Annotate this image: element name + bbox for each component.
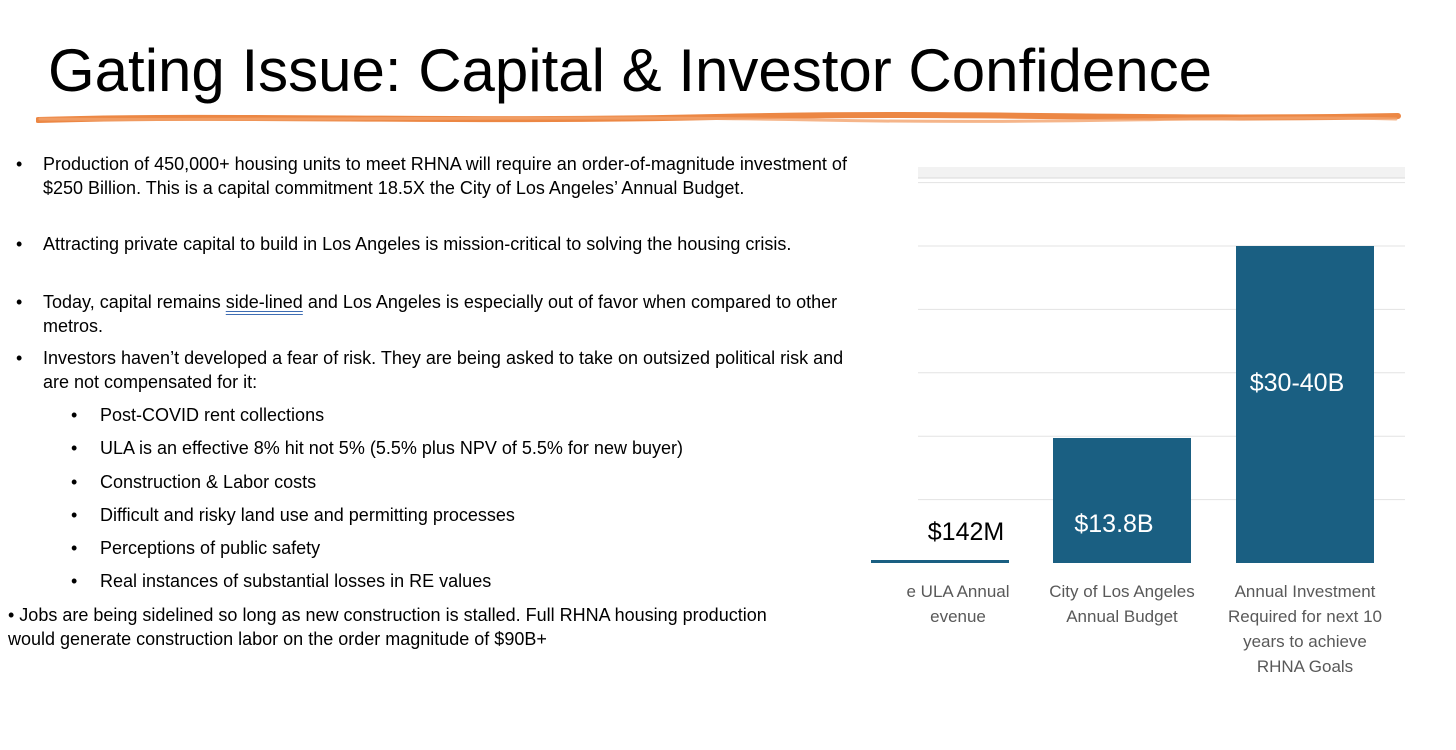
- category-label: Required for next 10: [1228, 607, 1382, 626]
- category-label: years to achieve: [1243, 632, 1367, 651]
- sub-bullet-permitting: Difficult and risky land use and permitt…: [71, 503, 840, 527]
- bullet-text: Today, capital remains: [43, 292, 226, 312]
- bar: [871, 560, 1009, 563]
- data-label: $13.8B: [1074, 510, 1153, 538]
- bar: [1053, 438, 1191, 563]
- title-underline: [36, 112, 1401, 123]
- category-label: City of Los Angeles: [1049, 582, 1195, 601]
- slide-title: Gating Issue: Capital & Investor Confide…: [48, 37, 1212, 104]
- category-label: Annual Budget: [1066, 607, 1178, 626]
- underlined-text: side-lined: [225, 292, 303, 312]
- bullet-capital-required: Production of 450,000+ housing units to …: [16, 152, 863, 200]
- sub-bullet-ula: ULA is an effective 8% hit not 5% (5.5% …: [71, 436, 840, 460]
- data-label: $142M: [928, 518, 1004, 546]
- sub-bullet-public-safety: Perceptions of public safety: [71, 536, 840, 560]
- category-label: evenue: [930, 607, 986, 626]
- category-label: e ULA Annual: [906, 582, 1009, 601]
- bullet-private-capital: Attracting private capital to build in L…: [16, 232, 863, 256]
- underline-stroke-2: [38, 116, 1398, 123]
- bullet-jobs-sidelined: • Jobs are being sidelined so long as ne…: [8, 605, 767, 649]
- category-label: Annual Investment: [1235, 582, 1376, 601]
- bar: [1236, 246, 1374, 563]
- chart-frame-edge: [918, 167, 1405, 178]
- bullet-capital-sidelined: Today, capital remains side-lined and Lo…: [16, 290, 863, 338]
- sub-bullet-rent-collections: Post-COVID rent collections: [71, 403, 840, 427]
- bullet-investor-risk: Investors haven’t developed a fear of ri…: [16, 346, 863, 394]
- sub-bullet-re-losses: Real instances of substantial losses in …: [71, 569, 840, 593]
- data-label: $30-40B: [1250, 369, 1345, 397]
- sub-bullet-construction-costs: Construction & Labor costs: [71, 470, 840, 494]
- category-label: RHNA Goals: [1257, 657, 1353, 676]
- bullet-text: and Los Angeles is especially out of fav…: [43, 292, 838, 336]
- bullet-list: Production of 450,000+ housing units to …: [0, 0, 880, 750]
